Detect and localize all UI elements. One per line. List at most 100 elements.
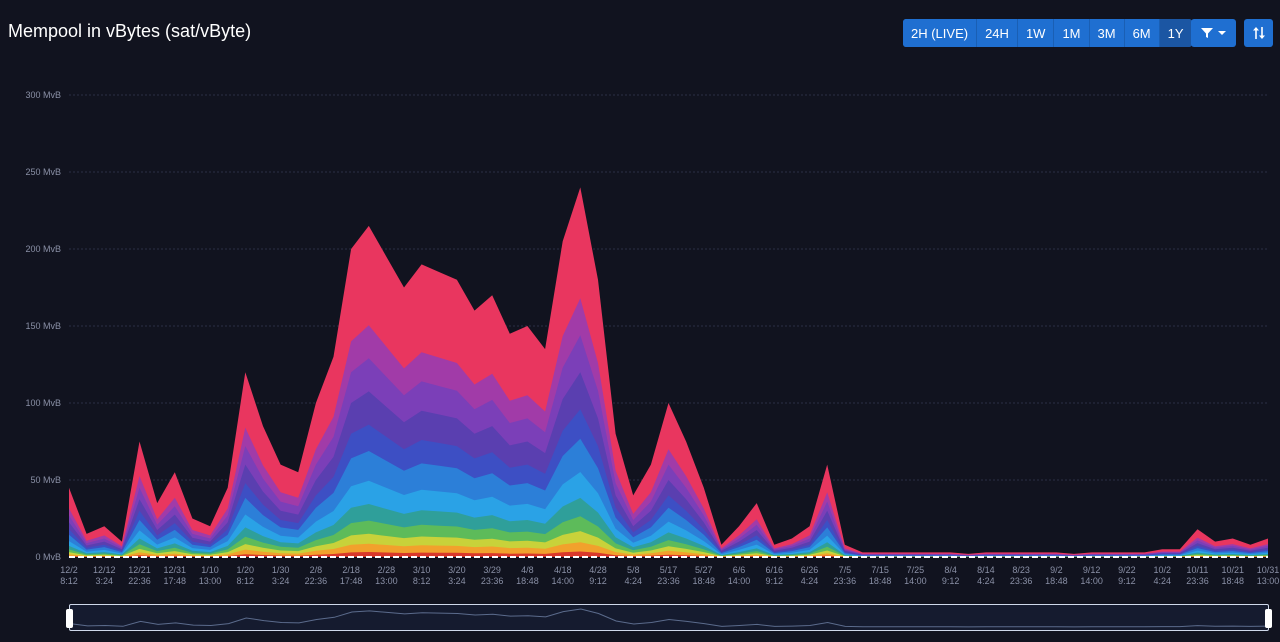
x-tick-label: 10/21 <box>1221 565 1244 575</box>
x-tick-label: 14:00 <box>1080 576 1103 586</box>
x-tick-label: 8/4 <box>944 565 957 575</box>
x-tick-label: 12/12 <box>93 565 116 575</box>
x-tick-label: 5/17 <box>660 565 678 575</box>
x-tick-label: 4/8 <box>521 565 534 575</box>
range-button-1m[interactable]: 1M <box>1054 19 1090 47</box>
x-tick-label: 23:36 <box>657 576 680 586</box>
x-tick-label: 6/26 <box>801 565 819 575</box>
x-tick-label: 5/8 <box>627 565 640 575</box>
mempool-chart: 0 MvB 50 MvB 100 MvB 150 MvB 200 MvB 250 MvB 3… <box>25 90 1279 586</box>
range-navigator[interactable] <box>66 604 1272 631</box>
x-tick-label: 10/2 <box>1153 565 1171 575</box>
x-tick-label: 18:48 <box>692 576 715 586</box>
x-tick-label: 8/23 <box>1012 565 1030 575</box>
area-series-11 <box>69 551 1268 557</box>
x-tick-label: 17:48 <box>164 576 187 586</box>
x-tick-label: 7/15 <box>871 565 889 575</box>
x-tick-label: 4:24 <box>977 576 995 586</box>
x-tick-label: 3:24 <box>272 576 290 586</box>
x-tick-label: 23:36 <box>834 576 857 586</box>
x-tick-label: 18:48 <box>1221 576 1244 586</box>
x-tick-label: 9/12 <box>1083 565 1101 575</box>
y-tick-label: 0 MvB <box>35 552 61 562</box>
x-tick-label: 1/10 <box>201 565 219 575</box>
x-tick-label: 10/31 <box>1257 565 1280 575</box>
x-tick-label: 9:12 <box>1118 576 1136 586</box>
x-tick-label: 14:00 <box>551 576 574 586</box>
x-tick-label: 7/25 <box>907 565 925 575</box>
y-tick-label: 250 MvB <box>25 167 61 177</box>
x-tick-label: 2/28 <box>378 565 396 575</box>
x-tick-label: 4:24 <box>624 576 642 586</box>
x-tick-label: 9:12 <box>942 576 960 586</box>
x-tick-label: 23:36 <box>1010 576 1033 586</box>
y-axis: 0 MvB 50 MvB 100 MvB 150 MvB 200 MvB 250 MvB 3… <box>25 90 61 562</box>
x-axis: 12/28:1212/123:2412/2122:3612/3117:481/1… <box>60 565 1279 586</box>
range-button-2h-live[interactable]: 2H (LIVE) <box>903 19 978 47</box>
x-tick-label: 1/20 <box>237 565 255 575</box>
x-tick-label: 8:12 <box>60 576 78 586</box>
x-tick-label: 4:24 <box>801 576 819 586</box>
range-button-24h[interactable]: 24H <box>977 19 1018 47</box>
x-tick-label: 18:48 <box>516 576 539 586</box>
x-tick-label: 23:36 <box>481 576 504 586</box>
x-tick-label: 9:12 <box>766 576 784 586</box>
x-tick-label: 9:12 <box>589 576 607 586</box>
x-tick-label: 17:48 <box>340 576 363 586</box>
navigator-sparkline <box>70 608 1268 628</box>
x-tick-label: 9/2 <box>1050 565 1063 575</box>
x-tick-label: 10/11 <box>1187 565 1209 575</box>
x-tick-label: 3:24 <box>448 576 466 586</box>
x-tick-label: 13:00 <box>375 576 398 586</box>
y-tick-label: 100 MvB <box>25 398 61 408</box>
x-tick-label: 22:36 <box>305 576 328 586</box>
x-tick-label: 12/2 <box>60 565 78 575</box>
x-tick-label: 4/28 <box>589 565 607 575</box>
x-tick-label: 3/10 <box>413 565 431 575</box>
y-tick-label: 150 MvB <box>25 321 61 331</box>
x-tick-label: 14:00 <box>904 576 927 586</box>
filter-button[interactable] <box>1191 19 1236 47</box>
x-tick-label: 6/6 <box>733 565 746 575</box>
sort-arrows-icon <box>1252 27 1265 39</box>
x-tick-label: 8:12 <box>413 576 431 586</box>
chart-title: Mempool in vBytes (sat/vByte) <box>8 21 252 41</box>
x-tick-label: 5/27 <box>695 565 713 575</box>
x-tick-label: 1/30 <box>272 565 290 575</box>
chevron-down-icon <box>1218 31 1226 35</box>
navigator-handle-left[interactable] <box>66 609 73 628</box>
x-tick-label: 4/18 <box>554 565 572 575</box>
sort-button[interactable] <box>1244 19 1273 47</box>
range-button-1y[interactable]: 1Y <box>1159 19 1192 47</box>
x-tick-label: 2/8 <box>310 565 323 575</box>
x-tick-label: 18:48 <box>1045 576 1068 586</box>
y-tick-label: 50 MvB <box>30 475 61 485</box>
x-tick-label: 22:36 <box>128 576 151 586</box>
range-button-6m[interactable]: 6M <box>1124 19 1160 47</box>
x-tick-label: 7/5 <box>839 565 852 575</box>
x-tick-label: 3:24 <box>95 576 113 586</box>
x-tick-label: 4:24 <box>1153 576 1171 586</box>
x-tick-label: 2/18 <box>342 565 360 575</box>
x-tick-label: 12/31 <box>164 565 187 575</box>
x-tick-label: 14:00 <box>728 576 751 586</box>
x-tick-label: 3/29 <box>483 565 501 575</box>
filter-icon <box>1201 28 1213 38</box>
x-tick-label: 18:48 <box>869 576 892 586</box>
range-button-1w[interactable]: 1W <box>1017 19 1055 47</box>
y-tick-label: 300 MvB <box>25 90 61 100</box>
stacked-areas <box>69 187 1268 558</box>
y-tick-label: 200 MvB <box>25 244 61 254</box>
range-button-3m[interactable]: 3M <box>1089 19 1125 47</box>
x-tick-label: 3/20 <box>448 565 466 575</box>
x-tick-label: 8:12 <box>237 576 255 586</box>
time-range-selector: 2H (LIVE) 24H 1W 1M 3M 6M 1Y <box>903 19 1192 47</box>
x-tick-label: 8/14 <box>977 565 995 575</box>
x-tick-label: 13:00 <box>199 576 222 586</box>
x-tick-label: 9/22 <box>1118 565 1136 575</box>
navigator-handle-right[interactable] <box>1265 609 1272 628</box>
x-tick-label: 13:00 <box>1257 576 1280 586</box>
x-tick-label: 12/21 <box>128 565 151 575</box>
x-tick-label: 6/16 <box>766 565 784 575</box>
x-tick-label: 23:36 <box>1186 576 1209 586</box>
